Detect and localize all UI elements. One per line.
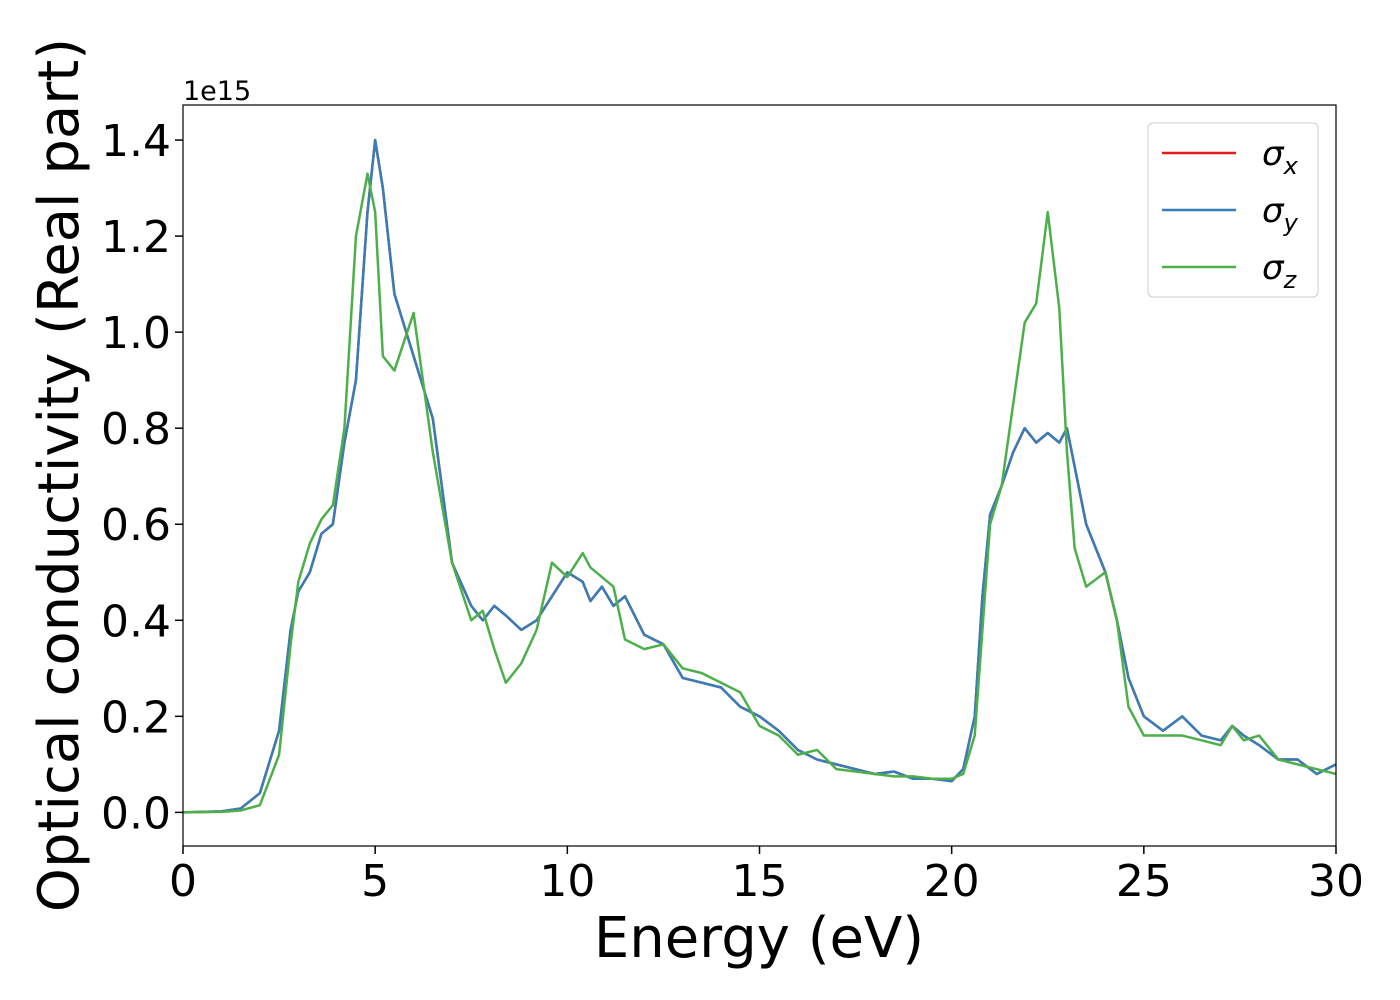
legend-label: σy <box>1262 191 1299 237</box>
x-tick-label: 20 <box>924 856 980 907</box>
x-axis-label: Energy (eV) <box>594 906 924 971</box>
y-tick-label: 0.8 <box>101 404 171 455</box>
line-series <box>183 172 1336 814</box>
x-tick-label: 30 <box>1308 856 1364 907</box>
y-tick-label: 1.2 <box>101 212 171 263</box>
x-tick-label: 15 <box>732 856 788 907</box>
y-tick-label: 1.4 <box>101 116 171 167</box>
x-tick-label: 0 <box>169 856 197 907</box>
y-tick-label: 0.6 <box>101 500 171 551</box>
legend-label: σz <box>1262 248 1298 294</box>
y-tick-label: 0.2 <box>101 692 171 743</box>
y-tick-label: 1.0 <box>101 308 171 359</box>
line-series <box>183 138 1336 814</box>
legend-label: σx <box>1262 134 1299 180</box>
x-tick-label: 5 <box>361 856 389 907</box>
y-tick-label: 0.0 <box>101 788 171 839</box>
x-tick-label: 10 <box>539 856 595 907</box>
x-tick-label: 25 <box>1116 856 1172 907</box>
y-tick-label: 0.4 <box>101 596 171 647</box>
offset-text: 1e15 <box>183 76 251 107</box>
plot-frame <box>182 104 1337 847</box>
y-axis-label: Optical conductivity (Real part) <box>27 38 92 912</box>
